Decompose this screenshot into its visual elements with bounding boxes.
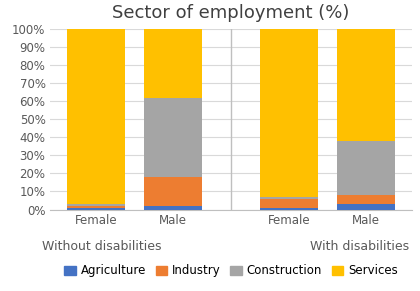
Bar: [260, 29, 318, 197]
Text: With disabilities: With disabilities: [310, 240, 410, 253]
Bar: [67, 206, 125, 208]
Bar: [144, 177, 202, 206]
Bar: [67, 204, 125, 206]
Bar: [144, 206, 202, 210]
Bar: [337, 204, 395, 210]
Title: Sector of employment (%): Sector of employment (%): [112, 4, 350, 22]
Bar: [260, 199, 318, 208]
Text: Without disabilities: Without disabilities: [42, 240, 162, 253]
Bar: [337, 141, 395, 195]
Bar: [67, 29, 125, 204]
Bar: [337, 29, 395, 141]
Bar: [260, 197, 318, 199]
Bar: [67, 208, 125, 210]
Bar: [337, 195, 395, 204]
Bar: [260, 208, 318, 210]
Bar: [144, 29, 202, 98]
Bar: [144, 98, 202, 177]
Legend: Agriculture, Industry, Construction, Services: Agriculture, Industry, Construction, Ser…: [60, 260, 402, 282]
